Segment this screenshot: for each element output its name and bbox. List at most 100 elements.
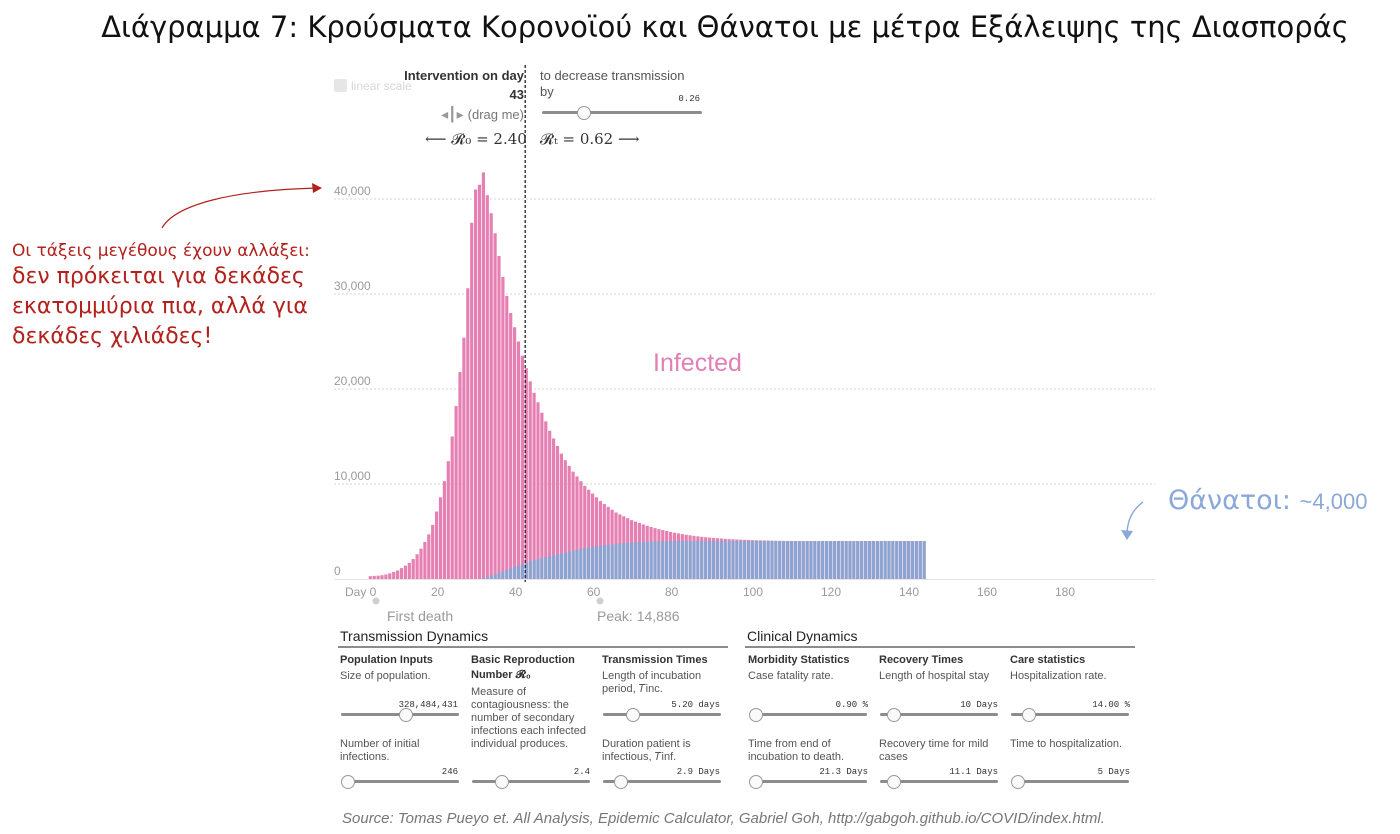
r0-desc: Measure of contagiousness: the number of…: [471, 686, 586, 750]
slider-thumb[interactable]: [625, 708, 640, 722]
hospital-stay-value: 10 Days: [960, 700, 998, 710]
r0-slider[interactable]: [472, 775, 590, 789]
deaths-bar: [817, 541, 821, 579]
deaths-bar: [723, 541, 727, 579]
deaths-bar: [805, 541, 809, 579]
infected-bar: [524, 368, 528, 579]
checkbox-icon[interactable]: [334, 79, 347, 92]
slider-thumb[interactable]: [1011, 775, 1025, 789]
slider-track: [472, 780, 590, 783]
deaths-bar: [528, 561, 532, 579]
deaths-bar: [700, 541, 704, 579]
population-desc: Size of population.: [340, 670, 431, 682]
slider-thumb[interactable]: [887, 708, 902, 722]
slider-track: [749, 780, 867, 783]
marker-label: First death: [387, 608, 453, 624]
y-tick-label: 40,000: [334, 184, 371, 198]
mild-recovery-slider[interactable]: [880, 775, 998, 789]
deaths-bar: [591, 546, 595, 579]
slider-thumb[interactable]: [494, 775, 509, 789]
infected-bar: [419, 548, 423, 579]
deaths-bar: [922, 541, 926, 579]
deaths-bar: [750, 541, 755, 579]
infected-bar: [497, 256, 501, 579]
slider-thumb[interactable]: [398, 708, 413, 722]
deaths-bar: [540, 558, 544, 579]
slider-thumb[interactable]: [887, 775, 902, 789]
infected-bar: [532, 392, 536, 579]
mild-recovery-desc: Recovery time for mild cases: [879, 738, 989, 763]
deaths-label-text: Θάνατοι:: [1168, 485, 1291, 516]
population-title: Population Inputs: [340, 654, 433, 666]
deaths-bar: [864, 541, 868, 579]
infected-bar: [427, 534, 431, 579]
hospitalization-rate-slider[interactable]: [1011, 708, 1129, 722]
time-to-hospital-slider[interactable]: [1011, 775, 1129, 789]
slider-thumb[interactable]: [749, 708, 763, 722]
deaths-bar: [809, 541, 813, 579]
deaths-bar: [513, 567, 517, 579]
death-time-desc: Time from end of incubation to death.: [748, 738, 845, 763]
death-time-slider[interactable]: [749, 775, 867, 789]
deaths-arrow-head: [1121, 530, 1133, 540]
incubation-slider[interactable]: [603, 708, 721, 722]
slider-track: [1011, 713, 1129, 716]
infected-bar: [528, 381, 532, 579]
hospital-stay-slider[interactable]: [880, 708, 998, 722]
note-line-1: Οι τάξεις μεγέθους έχουν αλλάξει:: [12, 241, 310, 261]
deaths-bar: [630, 542, 634, 579]
deaths-bar: [782, 541, 786, 579]
infected-bar: [563, 460, 567, 579]
hospitalization-rate-value: 14.00 %: [1092, 700, 1130, 710]
deaths-bar: [524, 562, 528, 579]
deaths-bar: [766, 541, 770, 579]
linear-scale-toggle[interactable]: linear scale: [334, 79, 412, 93]
intervention-day: 43: [509, 87, 524, 102]
infected-bar: [392, 571, 396, 579]
slider-thumb[interactable]: [749, 775, 763, 789]
slider-thumb[interactable]: [576, 106, 591, 120]
deaths-bar: [669, 541, 673, 579]
drag-handle[interactable]: ◂┃▸ (drag me): [410, 106, 524, 123]
infected-bar: [520, 355, 524, 579]
deaths-bar: [708, 541, 712, 579]
x-tick-label: 160: [977, 585, 997, 599]
deaths-bar: [516, 565, 521, 579]
infected-bar: [579, 481, 583, 579]
infectious-desc: Duration patient is infectious, 𝑇inf.: [602, 738, 691, 763]
deaths-label: Θάνατοι: ~4,000: [1168, 485, 1367, 516]
marker-dot: [596, 597, 604, 605]
infectious-slider[interactable]: [603, 775, 721, 789]
slider-thumb[interactable]: [613, 775, 628, 789]
deaths-bar: [871, 541, 875, 579]
infected-bar: [380, 575, 384, 579]
page-title: Διάγραμμα 7: Κρούσματα Κορονοϊού και Θάν…: [101, 10, 1349, 44]
deaths-bar: [797, 541, 801, 579]
infected-bar: [462, 337, 466, 579]
fatality-slider[interactable]: [749, 708, 867, 722]
deaths-bar: [622, 543, 626, 579]
deaths-bar: [848, 541, 852, 579]
population-slider[interactable]: [341, 708, 459, 722]
initial-infections-slider[interactable]: [341, 775, 459, 789]
infected-bar: [567, 465, 571, 579]
deaths-bar: [719, 541, 723, 579]
decrease-slider[interactable]: [542, 106, 702, 120]
deaths-bar: [778, 541, 782, 579]
note-line-4: δεκάδες χιλιάδες!: [12, 324, 213, 349]
deaths-bar: [552, 555, 556, 579]
infected-bar: [481, 172, 485, 579]
infected-bar: [474, 189, 478, 579]
deaths-bar: [801, 541, 805, 579]
slider-thumb[interactable]: [1021, 708, 1036, 722]
time-to-hospital-desc: Time to hospitalization.: [1010, 738, 1123, 750]
slider-thumb[interactable]: [341, 775, 355, 789]
r0-label: ⟵ 𝓡₀ = 2.40: [425, 130, 527, 148]
infected-bar: [559, 453, 563, 579]
deaths-bar: [688, 541, 692, 579]
recovery-title: Recovery Times: [879, 654, 964, 666]
population-value: 328,484,431: [398, 700, 458, 710]
infected-bar: [540, 412, 544, 579]
deaths-bar: [587, 547, 591, 579]
incubation-value: 5.20 days: [671, 700, 720, 710]
